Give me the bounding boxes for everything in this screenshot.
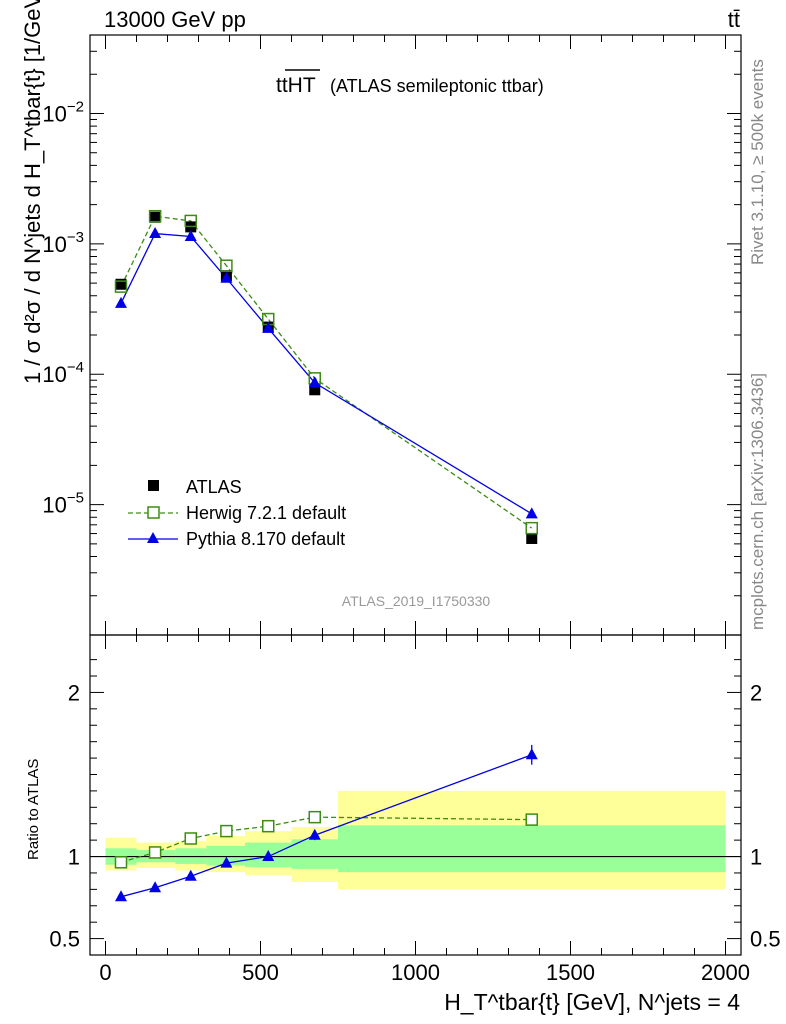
- herwig-ratio-point: [148, 846, 162, 859]
- pythia-ratio-point: [525, 748, 538, 760]
- pythia-point: [149, 227, 162, 239]
- herwig-point: [525, 521, 538, 535]
- process-label: tt̄: [728, 7, 740, 32]
- legend-marker-herwig: [147, 506, 160, 519]
- ratio-y-tick-label-left: 2: [68, 680, 80, 705]
- atlas-data-point: [309, 384, 321, 396]
- series-line-1: [120, 215, 533, 529]
- legend: ATLAS Herwig 7.2.1 default Pythia 8.170 …: [128, 477, 346, 549]
- main-y-axis-label: 1 / σ d²σ / d N^jets d H_T^tbar{t} [1/Ge…: [20, 0, 45, 384]
- main-y-tick-label: 10−2: [42, 98, 84, 126]
- herwig-point: [114, 280, 128, 293]
- ratio-y-tick-label-right: 0.5: [750, 927, 781, 952]
- band-inner-6: [338, 825, 726, 873]
- ratio-axis-ticks: 0.5 0.5 1 1 2 2 0 500 1000 1500 2000: [49, 635, 781, 985]
- pythia-ratio-point: [308, 828, 321, 840]
- x-tick-label: 0: [99, 960, 111, 985]
- main-series-group: [114, 209, 538, 544]
- pythia-ratio-point: [262, 850, 275, 862]
- pythia-point: [184, 229, 197, 241]
- herwig-point: [148, 209, 162, 223]
- pythia-point: [220, 271, 233, 283]
- pythia-point: [308, 376, 321, 388]
- atlas-data-point: [526, 532, 538, 544]
- mcplots-label: mcplots.cern.ch [arXiv:1306.3436]: [748, 373, 767, 630]
- ratio-y-axis-label: Ratio to ATLAS: [25, 759, 42, 860]
- ratio-y-tick-label-left: 1: [68, 845, 80, 870]
- x-axis-label: H_T^tbar{t} [GeV], N^jets = 4: [444, 989, 740, 1015]
- chart-title: ttHT: [276, 74, 316, 97]
- herwig-point: [220, 259, 233, 272]
- herwig-ratio-point: [525, 813, 538, 826]
- pythia-point: [525, 507, 538, 519]
- main-y-tick-label: 10−5: [42, 490, 84, 518]
- x-tick-label: 1500: [546, 960, 595, 985]
- legend-label-herwig: Herwig 7.2.1 default: [186, 503, 346, 523]
- ratio-series-group: [114, 744, 538, 902]
- rivet-version-label: Rivet 3.1.10, ≥ 500k events: [748, 59, 767, 265]
- herwig-point: [184, 214, 197, 228]
- ratio-y-tick-label-right: 2: [750, 680, 762, 705]
- analysis-id-label: ATLAS_2019_I1750330: [342, 593, 491, 609]
- pythia-point: [262, 321, 275, 333]
- band-inner-3: [206, 845, 245, 866]
- herwig-ratio-point: [114, 856, 128, 869]
- energy-label: 13000 GeV pp: [104, 7, 246, 32]
- atlas-data-point: [115, 278, 127, 290]
- legend-marker-pythia: [147, 532, 159, 543]
- pythia-ratio-point: [220, 856, 233, 868]
- herwig-ratio-point: [308, 810, 321, 824]
- main-y-tick-label: 10−4: [42, 359, 84, 387]
- herwig-ratio-point: [262, 819, 275, 833]
- ratio-y-tick-label-right: 1: [750, 845, 762, 870]
- pythia-ratio-point: [149, 881, 162, 893]
- pythia-point: [115, 296, 127, 308]
- legend-label-pythia: Pythia 8.170 default: [186, 529, 345, 549]
- x-tick-label: 2000: [701, 960, 750, 985]
- chart-subtitle: (ATLAS semileptonic ttbar): [330, 76, 544, 96]
- ratio-y-tick-label-left: 0.5: [49, 927, 80, 952]
- band-inner-5: [291, 839, 338, 869]
- x-tick-label: 500: [242, 960, 279, 985]
- herwig-ratio-point: [220, 824, 233, 838]
- legend-label-atlas: ATLAS: [186, 477, 242, 497]
- legend-marker-atlas: [148, 480, 159, 491]
- series-line-2: [120, 232, 533, 515]
- pythia-ratio-point: [115, 890, 127, 902]
- main-y-tick-label: 10−3: [42, 229, 84, 257]
- herwig-ratio-point: [184, 832, 197, 845]
- x-tick-label: 1000: [391, 960, 440, 985]
- main-axis-ticks: 10−2 10−3 10−4 10−5: [42, 34, 741, 636]
- atlas-data-point: [149, 211, 161, 223]
- pythia-ratio-point: [184, 869, 197, 881]
